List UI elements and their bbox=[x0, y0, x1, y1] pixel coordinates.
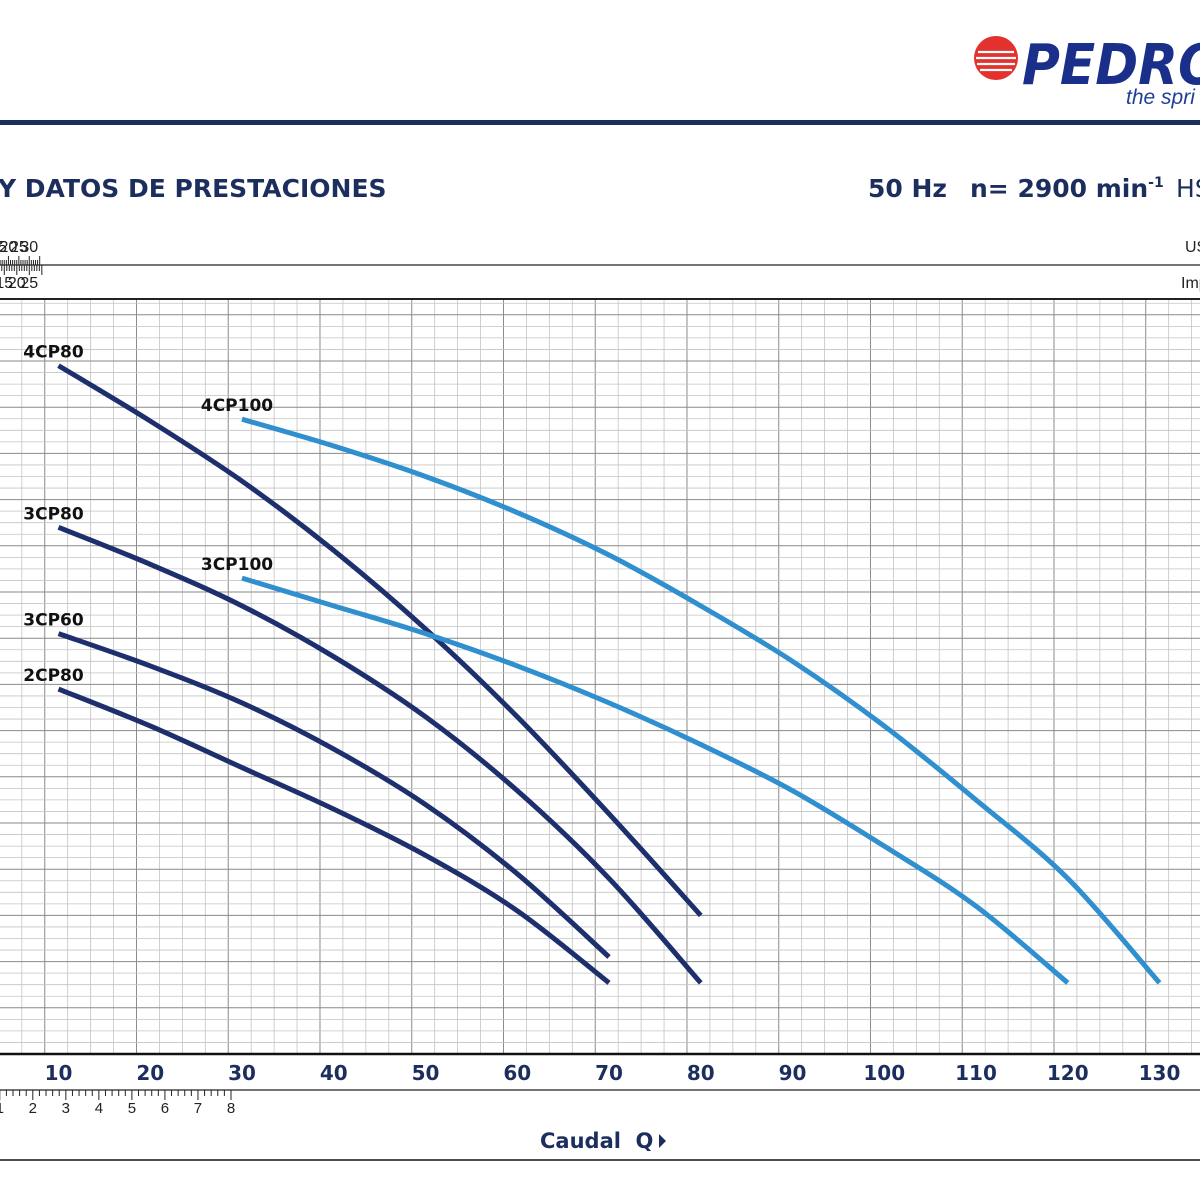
x-axis-title: Caudal Q bbox=[540, 1129, 653, 1153]
page-title: Y DATOS DE PRESTACIONES bbox=[0, 174, 387, 203]
curve-4cp100 bbox=[241, 416, 1162, 985]
imp-unit-label: Imp bbox=[1181, 275, 1200, 292]
x-tick-label: 120 bbox=[1047, 1061, 1089, 1085]
speed-label: n= 2900 min-1 bbox=[970, 174, 1164, 203]
header-right-label: HS bbox=[1176, 174, 1200, 203]
x-axis-arrow-icon bbox=[659, 1134, 666, 1148]
curve-label-3cp100: 3CP100 bbox=[201, 555, 273, 575]
curve-label-3cp80: 3CP80 bbox=[23, 504, 84, 524]
brand-name: PEDRO bbox=[1022, 33, 1200, 98]
ls-tick-label: 7 bbox=[194, 1100, 202, 1117]
speed-exponent: -1 bbox=[1148, 175, 1164, 191]
x-tick-label: 130 bbox=[1139, 1061, 1181, 1085]
us-tick-label: 25 bbox=[10, 239, 28, 256]
pedrollo-logo: PEDRO the spri bbox=[974, 33, 1200, 109]
brand-tagline: the spri bbox=[1126, 86, 1196, 109]
chart-curve-labels: 4CP80 4CP100 3CP80 3CP100 3CP60 2CP80 bbox=[23, 343, 273, 686]
chart-curves bbox=[57, 363, 1162, 985]
imp-tick-label: 25 bbox=[20, 275, 38, 292]
ls-tick-label: 4 bbox=[95, 1100, 103, 1117]
ls-tick-label: 6 bbox=[161, 1100, 169, 1117]
x-tick-label: 10 bbox=[45, 1061, 73, 1085]
us-tick-label: 30 bbox=[20, 239, 38, 256]
curve-label-2cp80: 2CP80 bbox=[23, 666, 84, 686]
performance-chart: 4CP80 4CP100 3CP80 3CP100 3CP60 2CP80 bbox=[0, 300, 1200, 1055]
imp-ticks: 510152025 bbox=[0, 265, 43, 292]
ls-axis-ticks: 1 2 3 4 5 6 7 8 bbox=[0, 1090, 235, 1117]
top-axes: 51015202530 US 510152025 Imp bbox=[0, 239, 1200, 300]
x-tick-label: 80 bbox=[687, 1061, 715, 1085]
header-rule bbox=[0, 120, 1200, 125]
ls-tick-label: 5 bbox=[128, 1100, 136, 1117]
x-tick-label: 50 bbox=[412, 1061, 440, 1085]
us-unit-label: US bbox=[1185, 239, 1200, 256]
curve-label-3cp60: 3CP60 bbox=[23, 611, 84, 631]
x-tick-label: 60 bbox=[503, 1061, 531, 1085]
ls-tick-label: 1 bbox=[0, 1100, 4, 1117]
frequency-label: 50 Hz bbox=[868, 174, 947, 203]
x-tick-label: 20 bbox=[136, 1061, 164, 1085]
curve-3cp80 bbox=[57, 525, 703, 985]
ls-tick-label: 3 bbox=[62, 1100, 70, 1117]
speed-prefix: n= 2900 min bbox=[970, 174, 1148, 203]
us-tick-label: 20 bbox=[0, 239, 17, 256]
imp-tick-label: 10 bbox=[0, 275, 1, 292]
ls-tick-label: 8 bbox=[227, 1100, 235, 1117]
x-tick-label: 70 bbox=[595, 1061, 623, 1085]
x-tick-label: 30 bbox=[228, 1061, 256, 1085]
curve-3cp60 bbox=[57, 631, 611, 959]
imp-tick-label: 15 bbox=[0, 275, 13, 292]
curve-label-4cp80: 4CP80 bbox=[23, 343, 84, 363]
curve-4cp80 bbox=[57, 363, 703, 918]
x-tick-label: 90 bbox=[779, 1061, 807, 1085]
us-ticks: 51015202530 bbox=[0, 239, 41, 265]
x-tick-label: 100 bbox=[863, 1061, 905, 1085]
brand-sun-stripes-icon bbox=[976, 50, 1016, 72]
us-tick-label: 15 bbox=[0, 239, 7, 256]
curve-label-4cp100: 4CP100 bbox=[201, 396, 273, 416]
ls-tick-label: 2 bbox=[29, 1100, 37, 1117]
chart-grid bbox=[0, 300, 1200, 1055]
x-tick-label: 110 bbox=[955, 1061, 997, 1085]
x-axis-tick-labels: 10 20 30 40 50 60 70 80 90 100 110 120 130 bbox=[45, 1061, 1181, 1085]
x-tick-label: 40 bbox=[320, 1061, 348, 1085]
imp-tick-label: 20 bbox=[8, 275, 26, 292]
curve-3cp100 bbox=[241, 575, 1070, 985]
curve-2cp80 bbox=[57, 686, 611, 985]
